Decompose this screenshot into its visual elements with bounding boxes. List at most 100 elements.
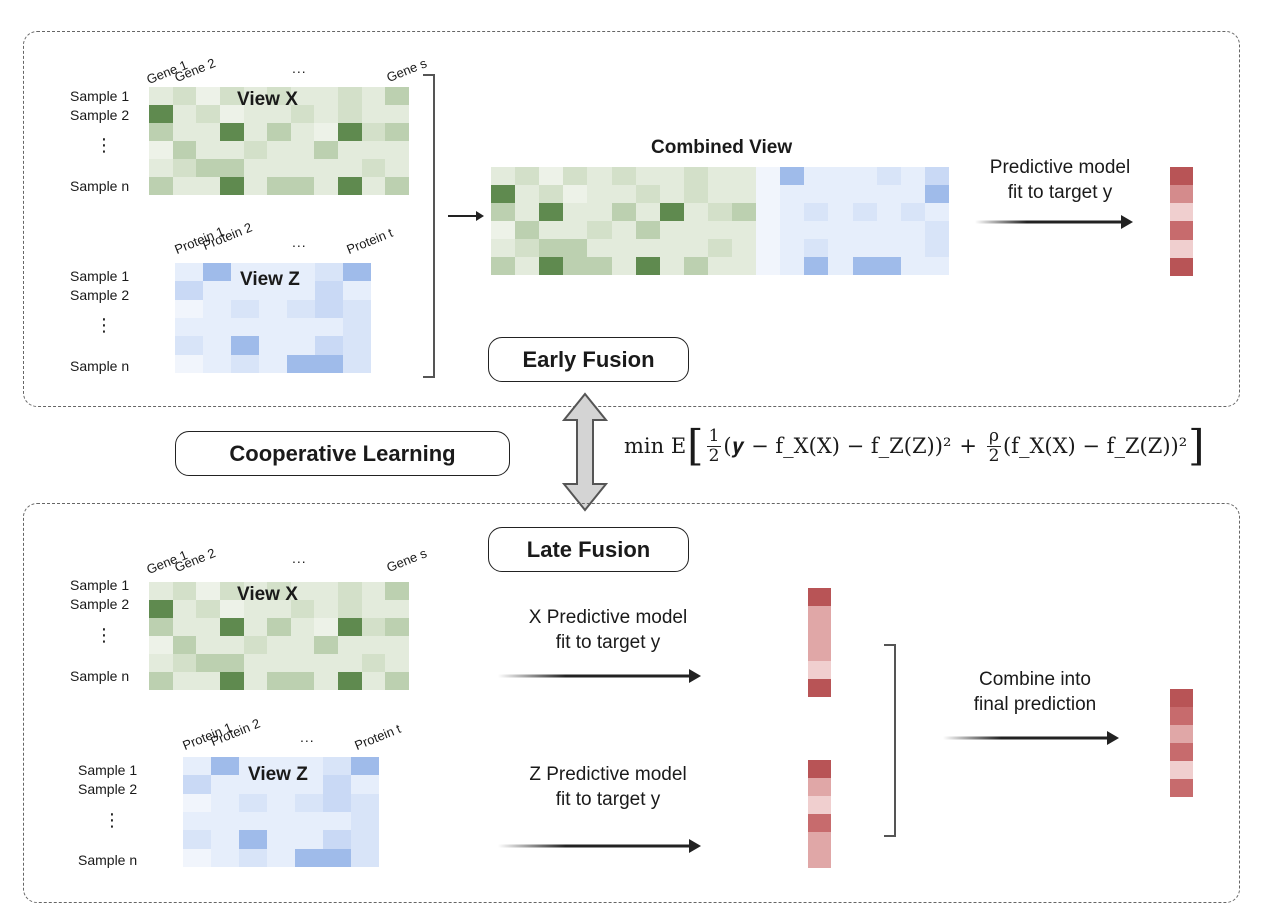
heatmap-cell — [732, 203, 757, 221]
heatmap-cell — [385, 654, 409, 672]
heatmap-cell — [183, 793, 211, 812]
heatmap-cell — [290, 600, 315, 618]
heatmap-cell — [149, 177, 173, 195]
heatmap-cell — [203, 299, 231, 318]
prediction-cell — [1170, 239, 1193, 258]
heatmap-cell — [338, 177, 362, 195]
heatmap-cell — [243, 123, 268, 141]
heatmap-cell — [203, 318, 231, 337]
early-fusion-label: Early Fusion — [488, 337, 689, 382]
heatmap-cell — [635, 185, 660, 203]
heatmap-cell — [828, 167, 853, 185]
heatmap-cell — [239, 775, 267, 794]
prediction-cell — [1170, 257, 1193, 276]
heatmap-cell — [611, 167, 636, 185]
heatmap-cell — [780, 167, 805, 185]
heatmap-cell — [491, 167, 516, 185]
heatmap-cell — [315, 354, 343, 373]
heatmap-cell — [196, 123, 220, 141]
heatmap-cell — [149, 654, 173, 672]
heatmap-cell — [287, 318, 315, 337]
heatmap-cell — [295, 830, 323, 849]
heatmap-cell — [683, 167, 708, 185]
z-prediction-vector — [808, 760, 831, 868]
col-label-ellipsis: ... — [300, 729, 315, 745]
heatmap-cell — [267, 87, 291, 105]
heatmap-cell — [491, 203, 516, 221]
heatmap-cell — [239, 830, 267, 849]
heatmap-cell — [315, 336, 343, 355]
prediction-cell — [808, 588, 831, 607]
heatmap-cell — [267, 848, 295, 867]
heatmap-cell — [611, 221, 636, 239]
prediction-cell — [1170, 761, 1193, 779]
row-label-sample-1: Sample 1 — [70, 88, 130, 104]
heatmap-cell — [211, 793, 239, 812]
heatmap-cell — [211, 812, 239, 831]
late-fusion-label: Late Fusion — [488, 527, 689, 572]
heatmap-cell — [267, 654, 291, 672]
heatmap-cell — [315, 318, 343, 337]
heatmap-cell — [852, 257, 877, 275]
heatmap-cell — [172, 159, 197, 177]
heatmap-cell — [314, 105, 339, 123]
heatmap-cell — [196, 654, 220, 672]
heatmap-cell — [196, 159, 220, 177]
prediction-cell — [1170, 167, 1193, 186]
prediction-cell — [808, 624, 831, 643]
prediction-cell — [1170, 707, 1193, 725]
heatmap-cell — [515, 221, 540, 239]
heatmap-cell — [267, 830, 295, 849]
heatmap-cell — [804, 185, 829, 203]
heatmap-cell — [852, 239, 877, 257]
heatmap-cell — [231, 336, 259, 355]
heatmap-cell — [756, 221, 781, 239]
heatmap-cell — [828, 257, 853, 275]
heatmap-cell — [267, 672, 291, 690]
heatmap-cell — [491, 257, 516, 275]
heatmap-cell — [267, 177, 291, 195]
heatmap-cell — [219, 654, 244, 672]
heatmap-cell — [172, 600, 197, 618]
heatmap-cell — [231, 263, 259, 282]
heatmap-cell — [876, 239, 901, 257]
heatmap-cell — [351, 793, 379, 812]
heatmap-cell — [243, 105, 268, 123]
heatmap-cell — [539, 185, 564, 203]
heatmap-cell — [196, 177, 220, 195]
heatmap-cell — [172, 123, 197, 141]
heatmap-cell — [196, 636, 220, 654]
heatmap-cell — [876, 167, 901, 185]
heatmap-cell — [361, 654, 386, 672]
heatmap-cell — [361, 636, 386, 654]
heatmap-cell — [361, 672, 386, 690]
heatmap-cell — [175, 336, 203, 355]
heatmap-cell — [239, 848, 267, 867]
early-prediction-vector — [1170, 167, 1193, 276]
heatmap-cell — [219, 87, 244, 105]
heatmap-cell — [539, 239, 564, 257]
heatmap-cell — [539, 167, 564, 185]
heatmap-cell — [295, 812, 323, 831]
heatmap-cell — [876, 185, 901, 203]
heatmap-cell — [707, 167, 733, 185]
heatmap-cell — [219, 582, 244, 600]
heatmap-cell — [243, 177, 268, 195]
heatmap-cell — [876, 203, 901, 221]
heatmap-cell — [323, 775, 351, 794]
heatmap-cell — [172, 618, 197, 636]
views-bracket — [423, 74, 435, 378]
heatmap-cell — [211, 830, 239, 849]
row-label-vdots: ⋮ — [95, 135, 113, 155]
heatmap-cell — [196, 105, 220, 123]
heatmap-cell — [231, 318, 259, 337]
heatmap-cell — [203, 263, 231, 282]
prediction-cell — [808, 778, 831, 796]
heatmap-cell — [587, 221, 612, 239]
heatmap-cell — [343, 318, 371, 337]
heatmap-cell — [587, 257, 612, 275]
heatmap-cell — [243, 87, 268, 105]
heatmap-cell — [491, 185, 516, 203]
row-label-sample-1: Sample 1 — [70, 577, 130, 593]
view-x-heatmap — [149, 87, 409, 195]
